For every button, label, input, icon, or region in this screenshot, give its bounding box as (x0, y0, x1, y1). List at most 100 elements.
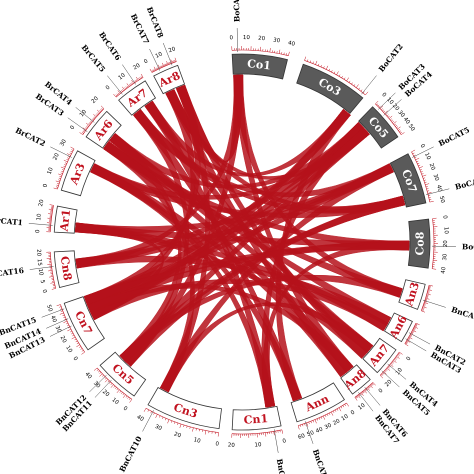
segment-an6: An6 (383, 312, 420, 347)
tick-label: 10 (340, 413, 350, 422)
ruler-tick (128, 398, 131, 400)
ruler-tick (122, 89, 124, 92)
ruler-arc (57, 148, 75, 190)
tick-label: 0 (378, 387, 385, 394)
ruler-tick (304, 423, 306, 426)
tick-label: 30 (154, 424, 163, 433)
ruler-tick (323, 66, 325, 69)
ruler-tick (383, 371, 387, 375)
ruler-tick (346, 402, 349, 407)
gene-label: BnCAT8 (311, 448, 331, 474)
ruler-tick (122, 394, 126, 398)
tick-label: 0 (69, 124, 76, 131)
gene-marker (149, 48, 161, 71)
ruler-tick (49, 276, 54, 278)
ruler-tick (400, 131, 403, 134)
ruler-tick (179, 423, 182, 428)
ruler-tick (121, 392, 123, 394)
ruler-tick (269, 48, 271, 53)
ruler-tick (331, 70, 333, 73)
ruler-tick (320, 416, 323, 419)
ruler-tick (85, 126, 88, 128)
ruler-tick (396, 126, 399, 128)
ruler-tick (427, 290, 430, 292)
ruler-tick (164, 63, 167, 66)
segment-band (63, 296, 105, 351)
ruler-tick (76, 342, 79, 345)
ruler-tick (427, 291, 430, 293)
ruler-tick (416, 160, 419, 163)
ruler-tick (149, 68, 153, 73)
gene-label: BoCAT5 (437, 125, 471, 148)
segment-band (358, 106, 399, 149)
ruler-tick (394, 123, 397, 126)
ruler-tick (397, 353, 400, 356)
ruler-tick (64, 164, 67, 166)
gene-label: BoCAT7 (462, 242, 474, 252)
synteny-link (87, 283, 354, 373)
ruler-tick (414, 326, 419, 329)
ruler-tick (325, 65, 329, 70)
ruler-tick (425, 296, 428, 298)
ruler-tick (338, 74, 341, 77)
ruler-tick (365, 91, 369, 96)
ruler-tick (336, 408, 339, 411)
ruler-tick (61, 169, 65, 171)
ruler-tick (398, 129, 401, 131)
gene-bocat7: BoCAT7 (431, 242, 474, 252)
ruler-tick (388, 115, 393, 119)
ruler-tick (134, 80, 137, 83)
ruler-tick (63, 159, 68, 163)
ruler-tick (357, 395, 359, 398)
segment-co1: Co1 0 10 20 30 40 (229, 35, 296, 80)
ruler-tick (413, 327, 416, 329)
ruler-tick (80, 348, 83, 350)
ruler-tick (102, 374, 104, 377)
ruler-tick (338, 407, 342, 412)
gene-marker (358, 392, 374, 412)
ruler-tick (116, 93, 119, 96)
ruler-tick (423, 177, 426, 179)
segment-band (99, 351, 147, 397)
tick-label: 60 (297, 433, 306, 441)
ruler-tick (421, 308, 424, 310)
gene-marker (387, 363, 407, 380)
ruler-tick (332, 410, 335, 413)
segment-band (362, 337, 397, 374)
gene-label: BnCAT10 (118, 435, 144, 474)
ruler-tick (308, 421, 310, 424)
synteny-link (119, 274, 403, 363)
ruler-tick (66, 322, 69, 325)
gene-bncat16: BnCAT16 (0, 266, 54, 280)
ruler-tick (48, 270, 53, 272)
ruler-tick (425, 186, 428, 188)
ruler-tick (159, 66, 162, 69)
ruler-tick (121, 90, 123, 92)
tick-label: 10 (64, 345, 73, 355)
ruler-tick (398, 352, 401, 355)
ruler-tick (421, 309, 424, 311)
ruler-tick (324, 414, 327, 417)
ruler-tick (391, 361, 394, 364)
ruler-tick (360, 393, 362, 395)
tick-label: 20 (59, 335, 68, 344)
ruler-tick (116, 389, 120, 394)
tick-label: 0 (35, 229, 41, 233)
gene-marker (29, 266, 54, 270)
ruler-tick (355, 396, 358, 399)
ruler-tick (386, 367, 391, 371)
ruler-arc (115, 77, 144, 98)
ruler-tick (88, 123, 91, 125)
ruler-tick (390, 362, 393, 365)
ruler-tick (81, 132, 84, 134)
ruler-tick (70, 150, 73, 153)
gene-label: BrCAT5 (80, 43, 107, 74)
ruler-tick (119, 90, 122, 93)
gene-marker (28, 223, 53, 226)
tick-label: 10 (423, 152, 432, 161)
ruler-tick (152, 69, 155, 72)
ruler-tick (297, 425, 300, 430)
tick-label: 0 (350, 409, 357, 416)
